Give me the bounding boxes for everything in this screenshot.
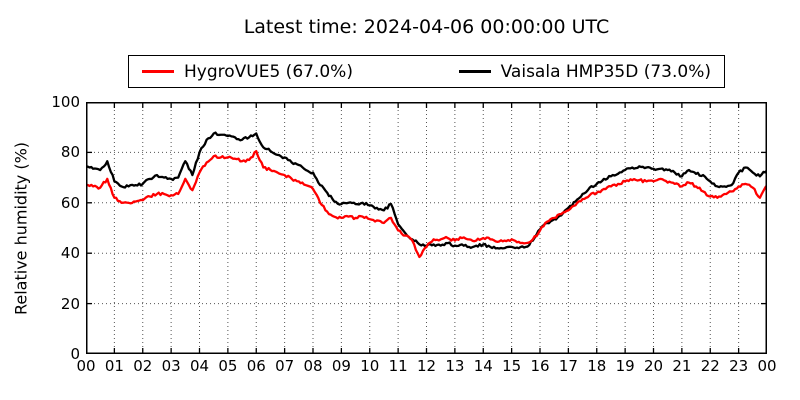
x-tick-label: 20	[643, 357, 664, 375]
x-tick-label: 13	[445, 357, 465, 375]
legend-entry-vaisala: Vaisala HMP35D (73.0%)	[458, 61, 711, 82]
series-line-hygrovue5	[86, 149, 767, 259]
x-tick-label: 16	[530, 357, 550, 375]
y-axis-label: Relative humidity (%)	[11, 141, 31, 315]
x-tick-label: 01	[104, 357, 124, 375]
x-tick-label: 02	[133, 357, 153, 375]
chart-title: Latest time: 2024-04-06 00:00:00 UTC	[243, 16, 610, 38]
x-tick-label: 23	[729, 357, 749, 375]
x-tick-label: 04	[189, 357, 210, 375]
x-tick-label: 00	[757, 357, 777, 375]
legend-label-hygrovue5: HygroVUE5 (67.0%)	[184, 61, 353, 82]
x-tick-label: 22	[700, 357, 720, 375]
x-tick-label: 12	[416, 357, 437, 375]
y-tick-label: 20	[60, 294, 80, 313]
legend-line-sample-black	[458, 70, 491, 73]
x-tick-label: 00	[76, 357, 96, 375]
x-tick-label: 17	[558, 357, 578, 375]
x-tick-label: 11	[388, 357, 408, 375]
x-tick-label: 10	[360, 357, 380, 375]
y-tick-label: 80	[60, 143, 80, 162]
legend-line-sample-red	[142, 70, 174, 73]
x-tick-label: 09	[331, 357, 351, 375]
x-tick-label: 19	[615, 357, 635, 375]
x-tick-label: 08	[303, 357, 323, 375]
x-tick-label: 14	[473, 357, 493, 375]
x-tick-label: 03	[161, 357, 181, 375]
y-tick-label: 100	[51, 93, 80, 111]
y-tick-label: 60	[60, 193, 80, 212]
x-tick-label: 18	[587, 357, 607, 375]
x-tick-label: 07	[275, 357, 295, 375]
chart-canvas	[86, 102, 767, 354]
x-tick-label: 05	[218, 357, 238, 375]
y-tick-label: 40	[60, 244, 80, 263]
x-tick-label: 21	[672, 357, 692, 375]
legend-box: HygroVUE5 (67.0%) Vaisala HMP35D (73.0%)	[128, 55, 725, 88]
x-tick-label: 15	[502, 357, 522, 375]
x-tick-label: 06	[246, 357, 266, 375]
legend-label-vaisala: Vaisala HMP35D (73.0%)	[500, 61, 711, 82]
y-tick-label: 0	[70, 345, 80, 363]
legend-entry-hygrovue5: HygroVUE5 (67.0%)	[142, 62, 353, 82]
